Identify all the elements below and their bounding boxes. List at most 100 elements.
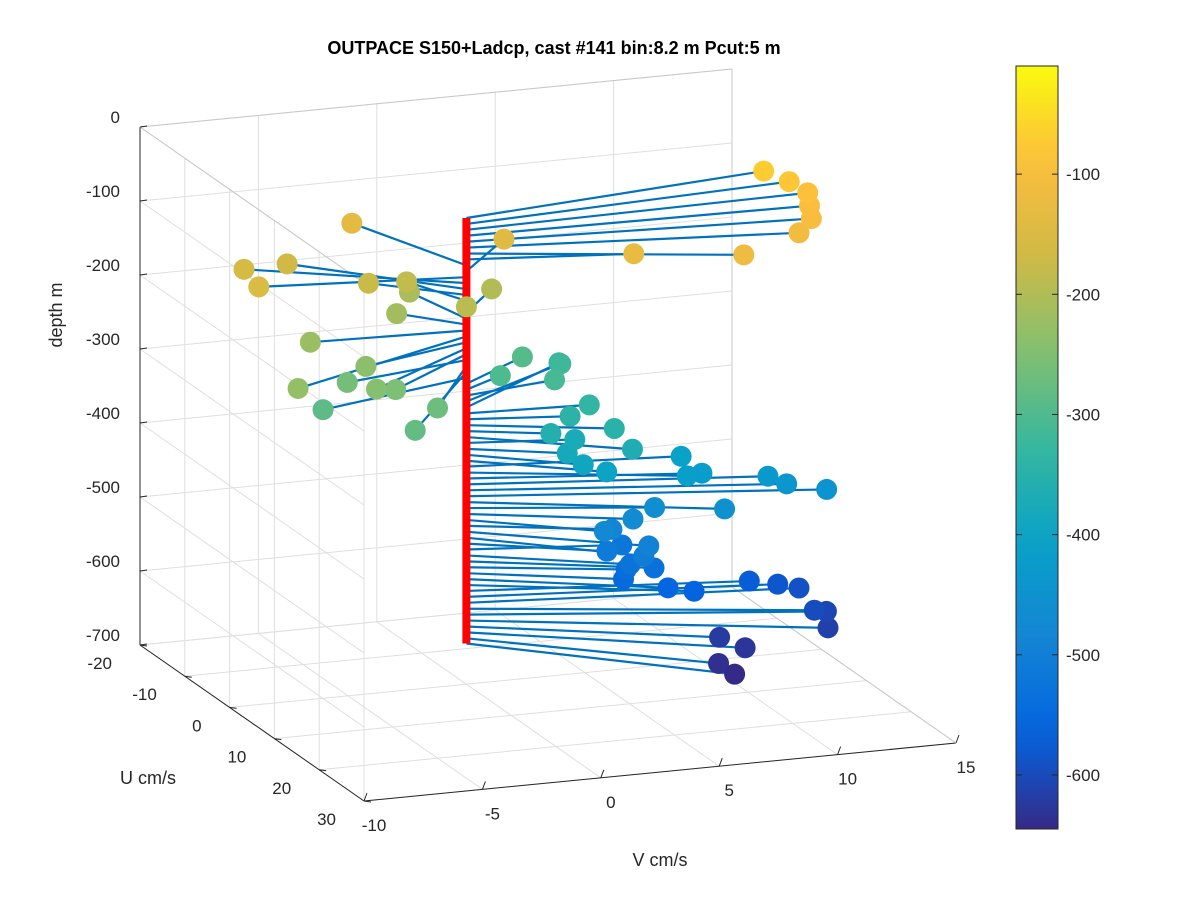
y-tick-label: 30	[317, 810, 336, 829]
profile-line	[466, 586, 800, 604]
tick-labels: -10-5051015-20-1001020300-100-200-300-40…	[86, 108, 975, 835]
profile-line	[466, 631, 746, 649]
data-point	[355, 355, 377, 377]
grid-line	[258, 632, 483, 790]
data-point	[788, 577, 810, 599]
data-point	[767, 573, 789, 595]
data-point	[233, 258, 255, 280]
data-point	[803, 599, 825, 621]
z-tick-label: -300	[86, 330, 120, 349]
z-tick-mark	[139, 125, 148, 128]
grid-line	[139, 142, 733, 202]
data-point	[312, 399, 334, 421]
profile-line	[466, 501, 725, 510]
grid-line	[494, 609, 720, 767]
y-tick-mark	[363, 800, 372, 803]
grid-line	[139, 422, 365, 580]
profile-line	[466, 524, 612, 531]
grid-line	[139, 438, 733, 498]
profile-line	[466, 424, 615, 430]
grid-line	[376, 621, 602, 779]
data-point	[564, 428, 586, 450]
data-point	[622, 508, 644, 530]
data-point	[714, 498, 736, 520]
x-tick-label: -10	[362, 816, 387, 835]
z-tick-mark	[139, 495, 148, 498]
x-tick-mark	[837, 746, 842, 755]
z-tick-mark	[139, 421, 148, 424]
x-axis-label: V cm/s	[632, 850, 687, 870]
data-point	[287, 377, 309, 399]
profile-line	[466, 475, 768, 486]
data-point	[511, 346, 533, 368]
x-tick-label: 5	[724, 781, 733, 800]
profile-line	[466, 169, 764, 220]
data-point	[248, 276, 270, 298]
data-point	[540, 423, 562, 445]
y-tick-mark	[319, 769, 327, 772]
data-point	[596, 540, 618, 562]
profile-line	[466, 637, 719, 665]
y-axis-line	[139, 644, 365, 802]
z-tick-mark	[139, 199, 148, 202]
profile-line	[466, 619, 829, 629]
profile-line	[466, 415, 571, 421]
profile-line	[466, 579, 750, 593]
profile-line	[466, 378, 555, 397]
data-point	[753, 160, 775, 182]
y-tick-label: 20	[272, 779, 291, 798]
profile-line	[347, 358, 467, 384]
data-point	[817, 617, 839, 639]
colorbar-tick-label: -300	[1066, 405, 1100, 424]
data-point	[341, 212, 363, 234]
data-point	[733, 244, 755, 266]
colorbar-tick-label: -600	[1066, 766, 1100, 785]
profile-line	[466, 252, 634, 261]
x-tick-mark	[718, 758, 723, 767]
y-tick-label: -10	[132, 685, 157, 704]
z-axis-label: depth m	[46, 282, 66, 347]
data-point	[621, 438, 643, 460]
profile-line	[466, 572, 624, 581]
data-point	[481, 278, 503, 300]
y-tick-label: 10	[227, 748, 246, 767]
x-tick-mark	[955, 734, 960, 744]
data-point	[776, 473, 798, 495]
profile-line	[365, 341, 467, 368]
colorbar-tick-label: -200	[1066, 285, 1100, 304]
y-tick-label: -20	[87, 654, 112, 673]
axes-box	[139, 68, 960, 803]
z-tick-label: -500	[86, 478, 120, 497]
colorbar-tick-label: -400	[1066, 526, 1100, 545]
x-tick-label: -5	[485, 804, 500, 823]
profile-line	[466, 566, 627, 571]
data-point	[357, 272, 379, 294]
grid-line	[139, 348, 365, 506]
data-point	[778, 171, 800, 193]
profile-line	[466, 191, 808, 231]
data-point	[550, 353, 572, 375]
profile-line	[466, 447, 568, 455]
y-tick-mark	[274, 738, 282, 741]
grid-line	[139, 364, 733, 424]
profile-line	[466, 430, 551, 435]
data-point	[299, 331, 321, 353]
profile-line	[466, 625, 720, 639]
z-tick-mark	[139, 347, 148, 350]
data-point	[757, 465, 779, 487]
x-tick-label: 15	[957, 758, 976, 777]
colorbar-tick-label: -500	[1066, 646, 1100, 665]
z-tick-mark	[139, 273, 148, 276]
data-point	[657, 577, 679, 599]
profile-line	[466, 554, 631, 566]
data-point	[788, 222, 810, 244]
z-tick-label: -200	[86, 256, 120, 275]
profile-line	[396, 312, 467, 326]
profile-line	[466, 607, 815, 612]
profile-lines	[243, 169, 829, 676]
data-point	[455, 296, 477, 318]
data-point	[676, 465, 698, 487]
data-point	[670, 445, 692, 467]
z-tick-label: -700	[86, 626, 120, 645]
